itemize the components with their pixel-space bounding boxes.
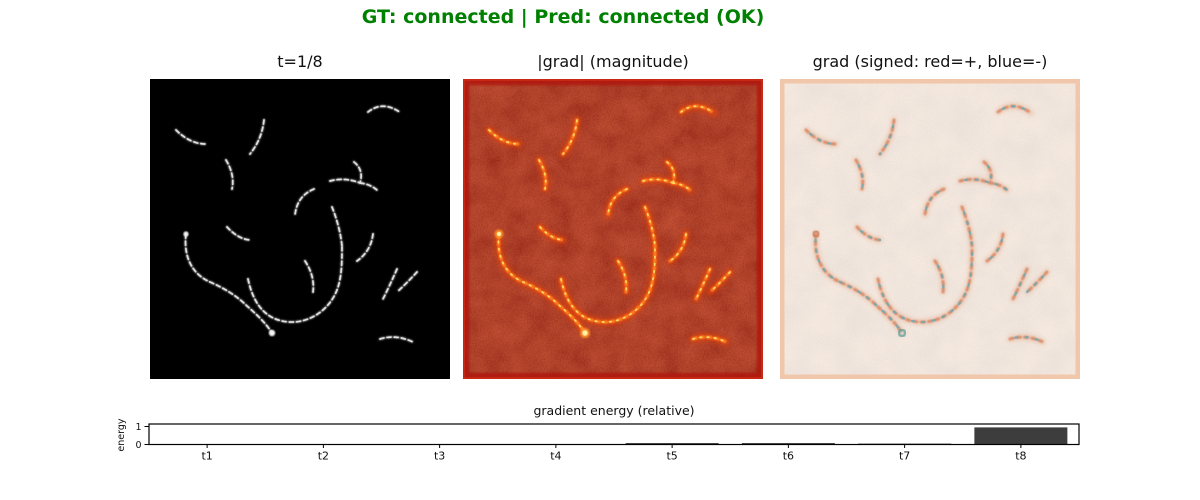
t18-bright-dot — [183, 231, 189, 237]
image-grad-magnitude — [463, 79, 763, 379]
bar-t6 — [741, 443, 835, 445]
grad-signed-dot — [812, 230, 820, 238]
grad-signed-dot — [897, 328, 907, 338]
x-tick-label-t6: t6 — [783, 450, 794, 463]
bar-t8 — [974, 427, 1068, 445]
t18-background — [150, 79, 450, 379]
panel-title-t18: t=1/8 — [277, 52, 323, 71]
image-t18 — [150, 79, 450, 379]
panel-title-grad-magnitude: |grad| (magnitude) — [537, 52, 689, 71]
x-tick-label-t4: t4 — [550, 450, 561, 463]
energy-bar-chart: gradient energy (relative) t1 t2 t3 t4 t5 t6 t7… — [116, 403, 1080, 463]
grad-mag-border-glow — [463, 79, 763, 379]
grad-mag-curves-hot — [488, 105, 731, 343]
x-tick-label-t5: t5 — [666, 450, 677, 463]
energy-axes-box — [148, 423, 1080, 446]
grad-signed-grain — [780, 79, 1080, 379]
x-tick-label-t3: t3 — [434, 450, 445, 463]
grad-mag-hotspot-core — [582, 330, 588, 336]
energy-plot-area — [149, 424, 1079, 445]
x-tick-label-t7: t7 — [899, 450, 910, 463]
grad-mag-hotspot-core — [497, 232, 501, 236]
y-axis-label: energy — [116, 418, 127, 451]
figure-title: GT: connected | Pred: connected (OK) — [361, 6, 765, 28]
t18-bright-dot — [268, 329, 276, 337]
t18-curves — [175, 105, 418, 343]
x-tick-label-t1: t1 — [201, 450, 212, 463]
grad-mag-border — [463, 79, 763, 379]
y-tick-label-0: 0 — [135, 440, 141, 451]
panel-title-grad-signed: grad (signed: red=+, blue=-) — [812, 52, 1048, 71]
grad-signed-curves-negative — [804, 105, 1049, 344]
image-grad-signed — [780, 79, 1080, 379]
energy-chart-title: gradient energy (relative) — [533, 403, 694, 418]
x-tick-label-t2: t2 — [318, 450, 329, 463]
y-tick-label-1: 1 — [135, 422, 141, 433]
grad-mag-grain — [463, 79, 763, 379]
x-tick-label-t8: t8 — [1015, 450, 1026, 463]
bar-t5 — [625, 443, 719, 445]
grad-signed-border — [780, 79, 1080, 379]
